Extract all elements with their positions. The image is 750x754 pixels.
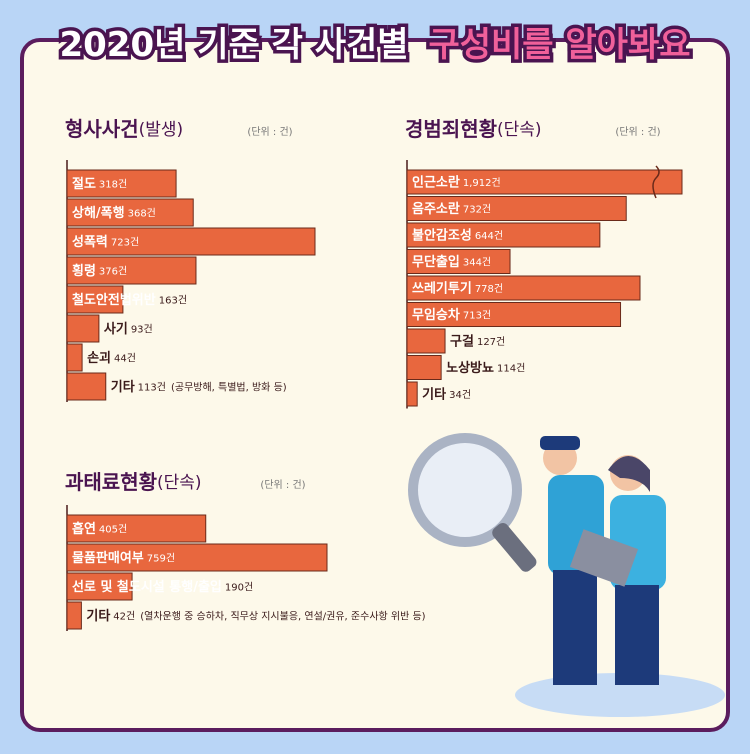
officer2-hair <box>608 456 650 492</box>
value-label: 405건 <box>99 524 127 536</box>
category-label: 사기 <box>104 321 128 337</box>
category-label: 노상방뇨 <box>446 360 494 376</box>
bar <box>406 328 446 354</box>
title-highlight: 구성비를 알아봐요 <box>428 25 690 65</box>
category-label: 손괴 <box>87 351 111 366</box>
bar <box>66 314 100 343</box>
bar <box>406 355 442 380</box>
bar <box>66 601 82 630</box>
value-label: 93건 <box>131 324 153 336</box>
bar <box>66 514 207 543</box>
value-label: 713건 <box>463 310 491 322</box>
category-label: 철도안전법위반 <box>72 292 156 308</box>
category-label: 흡연 <box>72 521 96 537</box>
category-label: 무단출입 <box>412 254 460 270</box>
chart-title: 형사사건(발생) <box>65 117 183 141</box>
value-label: 759건 <box>147 553 175 565</box>
value-label: 723건 <box>111 237 139 249</box>
category-label: 음주소란 <box>412 201 460 217</box>
clipboard <box>569 529 639 587</box>
category-label: 성폭력 <box>72 235 108 250</box>
annotation: (공무방해, 특별법, 방화 등) <box>171 381 287 394</box>
unit-label: (단위 : 건) <box>247 125 292 138</box>
title-main: 2020년 기준 각 사건별 <box>59 25 408 65</box>
officer2-legs <box>615 585 659 685</box>
unit-label: (단위 : 건) <box>615 125 660 138</box>
category-label: 선로 및 철도시설 통행/출입 <box>72 579 222 595</box>
value-label: 1,912건 <box>463 177 501 189</box>
value-label: 114건 <box>497 363 525 375</box>
value-label: 778건 <box>475 283 503 295</box>
category-label: 횡령 <box>72 263 96 279</box>
magnifier-handle <box>492 522 537 572</box>
chart-subtitle: (단속) <box>497 120 542 140</box>
category-label: 무임승차 <box>412 307 460 323</box>
category-label: 기타 <box>422 387 446 403</box>
category-label: 물품판매여부 <box>72 550 144 566</box>
value-label: 344건 <box>463 257 491 269</box>
bar <box>66 169 177 198</box>
value-label: 368건 <box>128 208 156 220</box>
category-label: 상해/폭행 <box>72 205 125 221</box>
category-label: 구걸 <box>450 335 474 350</box>
category-label: 절도 <box>72 177 96 192</box>
police-illustration <box>408 433 725 717</box>
bar <box>66 198 194 227</box>
bar <box>66 372 107 401</box>
axis-break <box>652 165 660 199</box>
value-label: 163건 <box>159 295 187 307</box>
category-label: 쓰레기투기 <box>412 282 472 297</box>
value-label: 113건 <box>138 382 166 394</box>
value-label: 127건 <box>477 336 505 348</box>
bar <box>66 572 133 601</box>
magnifier <box>408 433 522 547</box>
officer-cap <box>540 436 580 450</box>
bar <box>66 285 124 314</box>
bar <box>406 302 622 327</box>
chart-title-main: 형사사건 <box>65 117 139 141</box>
chart-subtitle: (단속) <box>157 473 202 493</box>
chart-subtitle: (발생) <box>139 120 184 140</box>
officer-legs <box>553 570 597 685</box>
page-title: 2020년 기준 각 사건별 구성비를 알아봐요 <box>59 25 690 65</box>
bar <box>66 227 316 256</box>
annotation: (열차운행 중 승하차, 직무상 지시불응, 연설/권유, 준수사항 위반 등) <box>140 610 425 623</box>
bar <box>406 196 627 221</box>
bar <box>406 169 683 195</box>
value-label: 34건 <box>449 389 471 401</box>
value-label: 190건 <box>225 582 253 594</box>
bar <box>406 222 601 248</box>
chart-title: 경범죄현황(단속) <box>405 117 542 141</box>
value-label: 42건 <box>113 611 135 623</box>
bar <box>406 381 418 407</box>
value-label: 376건 <box>99 266 127 278</box>
category-label: 인근소란 <box>412 175 460 191</box>
bar <box>66 256 197 285</box>
value-label: 644건 <box>475 230 503 242</box>
bar <box>66 343 83 372</box>
chart-title: 과태료현황(단속) <box>65 470 202 494</box>
value-label: 44건 <box>114 353 136 365</box>
category-label: 불안감조성 <box>412 228 472 244</box>
unit-label: (단위 : 건) <box>260 478 305 491</box>
category-label: 기타 <box>111 379 135 395</box>
bar <box>406 275 641 301</box>
value-label: 732건 <box>463 204 491 216</box>
chart-title-main: 경범죄현황 <box>405 117 498 141</box>
value-label: 318건 <box>99 179 127 191</box>
category-label: 기타 <box>86 608 110 624</box>
chart-title-main: 과태료현황 <box>65 470 158 494</box>
bar <box>406 249 511 274</box>
bar <box>66 543 328 572</box>
